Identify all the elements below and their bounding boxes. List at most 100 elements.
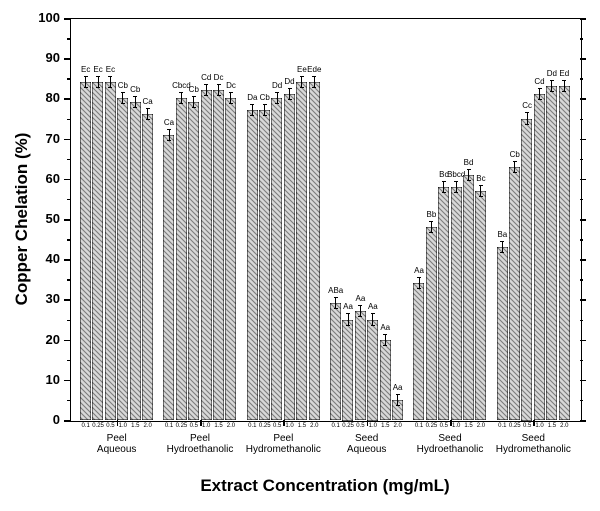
error-bar xyxy=(534,88,545,100)
y-tick xyxy=(67,199,70,201)
error-bar xyxy=(296,76,307,88)
error-bar xyxy=(142,108,153,120)
group-label: SeedHydromethanolic xyxy=(487,434,580,455)
y-tick xyxy=(580,299,586,301)
y-tick-label: 10 xyxy=(30,372,60,387)
copper-chelation-chart: 0102030405060708090100Copper Chelation (… xyxy=(0,0,600,511)
chart-bar xyxy=(130,102,141,420)
y-tick xyxy=(580,380,586,382)
chart-bar xyxy=(188,102,199,420)
y-tick xyxy=(580,400,583,402)
significance-label: Ec xyxy=(99,66,122,74)
significance-label: Ca xyxy=(136,98,159,106)
error-bar xyxy=(413,277,424,289)
concentration-label: 2.0 xyxy=(305,423,324,429)
y-tick xyxy=(580,139,586,141)
y-tick-label: 70 xyxy=(30,131,60,146)
chart-bar xyxy=(521,119,532,421)
y-tick xyxy=(67,239,70,241)
y-tick-label: 100 xyxy=(30,10,60,25)
y-tick xyxy=(67,119,70,121)
chart-bar xyxy=(497,247,508,420)
error-bar xyxy=(509,161,520,173)
group-label: SeedAqueous xyxy=(320,434,413,455)
y-tick xyxy=(67,320,70,322)
significance-label: Bd xyxy=(457,159,480,167)
error-bar xyxy=(163,129,174,141)
y-tick xyxy=(580,259,586,261)
chart-bar xyxy=(559,86,570,420)
y-tick xyxy=(67,159,70,161)
y-tick xyxy=(64,219,70,221)
chart-bar xyxy=(259,110,270,420)
y-tick xyxy=(64,98,70,100)
y-tick-label: 60 xyxy=(30,171,60,186)
chart-bar xyxy=(438,187,449,420)
chart-bar xyxy=(546,86,557,420)
error-bar xyxy=(188,96,199,108)
error-bar xyxy=(451,181,462,193)
y-tick xyxy=(580,58,586,60)
significance-label: Aa xyxy=(361,303,384,311)
error-bar xyxy=(438,181,449,193)
group-label: PeelHydromethanolic xyxy=(237,434,330,455)
chart-bar xyxy=(534,94,545,420)
chart-bar xyxy=(284,94,295,420)
chart-bar xyxy=(117,98,128,420)
group-label: SeedHydroethanolic xyxy=(403,434,496,455)
y-tick xyxy=(67,78,70,80)
concentration-label: 2.0 xyxy=(221,423,240,429)
chart-bar xyxy=(142,114,153,420)
chart-bar xyxy=(213,90,224,420)
y-tick xyxy=(67,38,70,40)
y-tick xyxy=(580,119,583,121)
x-tick xyxy=(283,420,285,426)
error-bar xyxy=(559,80,570,92)
significance-label: Ede xyxy=(303,66,326,74)
y-tick xyxy=(67,279,70,281)
y-tick xyxy=(64,139,70,141)
y-tick xyxy=(580,38,583,40)
y-tick xyxy=(64,58,70,60)
y-tick xyxy=(580,239,583,241)
y-tick xyxy=(580,320,583,322)
significance-label: Ed xyxy=(553,70,576,78)
chart-bar xyxy=(80,82,91,420)
y-tick xyxy=(64,420,70,422)
y-tick xyxy=(580,98,586,100)
y-tick xyxy=(64,340,70,342)
error-bar xyxy=(392,394,403,406)
error-bar xyxy=(80,76,91,88)
x-tick xyxy=(450,420,452,426)
x-tick xyxy=(367,420,369,426)
chart-bar xyxy=(309,82,320,420)
y-tick-label: 40 xyxy=(30,251,60,266)
y-tick xyxy=(580,179,586,181)
significance-label: Bc xyxy=(469,175,492,183)
error-bar xyxy=(201,84,212,96)
y-tick xyxy=(580,420,586,422)
y-tick-label: 90 xyxy=(30,50,60,65)
significance-label: Cb xyxy=(124,86,147,94)
chart-bar xyxy=(176,98,187,420)
x-axis-label: Extract Concentration (mg/mL) xyxy=(70,476,580,496)
error-bar xyxy=(284,88,295,100)
chart-bar xyxy=(330,303,341,420)
chart-bar xyxy=(271,98,282,420)
chart-bar xyxy=(413,283,424,420)
significance-label: ABa xyxy=(324,287,347,295)
significance-label: Aa xyxy=(374,324,397,332)
x-tick xyxy=(533,420,535,426)
concentration-label: 2.0 xyxy=(555,423,574,429)
chart-bar xyxy=(225,98,236,420)
chart-bar xyxy=(92,82,103,420)
chart-bar xyxy=(247,110,258,420)
chart-bar xyxy=(342,320,353,421)
chart-bar xyxy=(426,227,437,420)
chart-bar xyxy=(355,311,366,420)
concentration-label: 2.0 xyxy=(388,423,407,429)
y-tick xyxy=(64,299,70,301)
y-tick xyxy=(67,400,70,402)
error-bar xyxy=(475,185,486,197)
group-label: PeelAqueous xyxy=(70,434,163,455)
